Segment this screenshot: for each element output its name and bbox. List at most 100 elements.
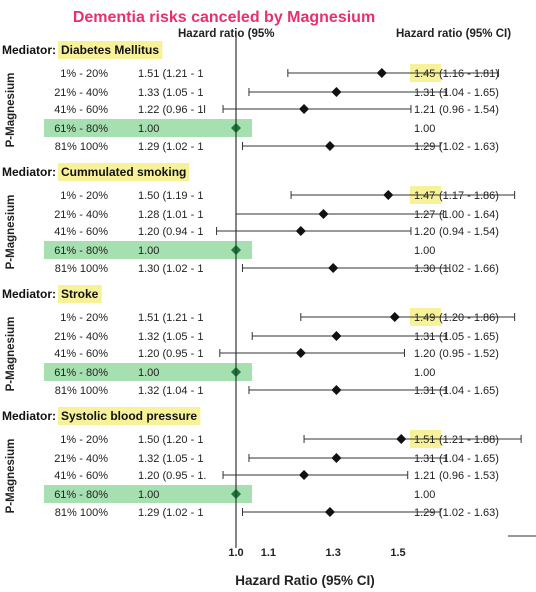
row-right-hr: 1.45 xyxy=(414,68,435,80)
row-right-ci: (1.04 - 1.65) xyxy=(439,385,499,397)
hr-marker xyxy=(324,507,335,517)
forest-row: 21% - 40% 1.28 (1.01 - 1 1.27 (1.00 - 1.64… xyxy=(54,209,499,221)
mediator-name: Stroke xyxy=(61,287,99,301)
row-left-value: 1.22 (0.96 - 1l xyxy=(138,104,206,116)
row-category: 61% - 80% xyxy=(54,367,108,379)
hr-marker xyxy=(331,453,342,463)
forest-row: 21% - 40% 1.32 (1.05 - 1 1.31 (1.05 - 1.65… xyxy=(54,331,499,343)
mediator-group: Mediator: Diabetes Mellitus P-Magnesium 1% … xyxy=(2,41,499,153)
hr-marker xyxy=(389,312,400,322)
hr-marker xyxy=(396,434,407,444)
hr-marker xyxy=(328,263,339,273)
x-tick-label: 1.5 xyxy=(390,547,405,559)
row-right-hr: 1.21 xyxy=(414,470,435,482)
mediator-name: Systolic blood pressure xyxy=(61,409,197,423)
row-right-ci: (1.20 - 1.86) xyxy=(439,312,499,324)
header-right: Hazard ratio (95% CI) xyxy=(396,28,511,40)
row-right-ci: (1.04 - 1.65) xyxy=(439,453,499,465)
row-left-value: 1.33 (1.05 - 1 xyxy=(138,87,203,99)
row-right-hr: 1.49 xyxy=(414,312,435,324)
row-right-hr: 1.31 xyxy=(414,385,435,397)
row-left-value: 1.30 (1.02 - 1 xyxy=(138,263,203,275)
hr-marker xyxy=(299,104,310,114)
mediator-name: Cummulated smoking xyxy=(61,165,186,179)
row-left-value: 1.20 (0.95 - 1. xyxy=(138,470,207,482)
row-category: 1% - 20% xyxy=(60,312,108,324)
forest-row: 41% - 60% 1.22 (0.96 - 1l 1.21 (0.96 - 1.5… xyxy=(54,104,499,116)
forest-row: 61% - 80% 1.00 1.00 xyxy=(44,363,435,381)
forest-row: 1% - 20% 1.51 (1.21 - 1 1.45 (1.16 - 1.81) xyxy=(60,64,499,82)
row-category: 61% - 80% xyxy=(54,245,108,257)
forest-row: 1% - 20% 1.51 (1.21 - 1 1.49 (1.20 - 1.86) xyxy=(60,308,516,326)
row-right-ci: (1.21 - 1.88) xyxy=(439,434,499,446)
row-left-value: 1.32 (1.05 - 1 xyxy=(138,331,203,343)
row-right-ci: (0.96 - 1.53) xyxy=(439,470,499,482)
row-left-value: 1.20 (0.94 - 1 xyxy=(138,226,203,238)
hr-marker xyxy=(318,209,329,219)
row-right-hr: 1.29 xyxy=(414,141,435,153)
row-right-hr: 1.31 xyxy=(414,453,435,465)
row-left-value: 1.20 (0.95 - 1 xyxy=(138,348,203,360)
row-category: 21% - 40% xyxy=(54,87,108,99)
forest-row: 1% - 20% 1.50 (1.20 - 1 1.51 (1.21 - 1.88) xyxy=(60,430,522,448)
x-axis-title: Hazard Ratio (95% CI) xyxy=(235,573,375,588)
x-tick-label: 1.1 xyxy=(261,547,276,559)
forest-row: 41% - 60% 1.20 (0.95 - 1. 1.21 (0.96 - 1.5… xyxy=(54,470,499,482)
forest-row: 1% - 20% 1.50 (1.19 - 1 1.47 (1.17 - 1.86) xyxy=(60,186,516,204)
row-right-hr: 1.21 xyxy=(414,104,435,116)
y-group-label: P-Magnesium xyxy=(5,73,17,148)
mediator-group: Mediator: Systolic blood pressure P-Magnes… xyxy=(2,407,522,519)
row-right-hr: 1.27 xyxy=(414,209,435,221)
row-right-hr: 1.00 xyxy=(414,123,435,135)
header-left: Hazard ratio (95% xyxy=(178,28,275,40)
row-left-value: 1.00 xyxy=(138,489,159,501)
hr-marker xyxy=(331,87,342,97)
mediator-prefix: Mediator: xyxy=(2,43,56,57)
x-tick-label: 1.3 xyxy=(326,547,341,559)
row-left-value: 1.00 xyxy=(138,245,159,257)
forest-row: 41% - 60% 1.20 (0.94 - 1 1.20 (0.94 - 1.54… xyxy=(54,226,499,238)
hr-marker xyxy=(383,190,394,200)
hr-marker xyxy=(299,470,310,480)
row-category: 41% - 60% xyxy=(54,226,108,238)
hr-marker xyxy=(295,226,306,236)
row-right-hr: 1.47 xyxy=(414,190,435,202)
reference-row-highlight xyxy=(44,119,252,137)
row-right-hr: 1.00 xyxy=(414,367,435,379)
mediator-highlight xyxy=(58,285,102,303)
reference-row-highlight xyxy=(44,241,252,259)
row-category: 81% 100% xyxy=(55,507,108,519)
reference-row-highlight xyxy=(44,363,252,381)
row-category: 41% - 60% xyxy=(54,104,108,116)
row-right-ci: (1.17 - 1.86) xyxy=(439,190,499,202)
row-right-hr: 1.31 xyxy=(414,87,435,99)
row-left-value: 1.00 xyxy=(138,123,159,135)
mediator-prefix: Mediator: xyxy=(2,409,56,423)
row-category: 81% 100% xyxy=(55,141,108,153)
row-right-ci: (0.95 - 1.52) xyxy=(439,348,499,360)
row-left-value: 1.51 (1.21 - 1 xyxy=(138,68,203,80)
forest-row: 81% 100% 1.29 (1.02 - 1 1.29 (1.02 - 1.63) xyxy=(55,141,499,153)
row-right-hr: 1.29 xyxy=(414,507,435,519)
x-tick-label: 1.0 xyxy=(228,547,243,559)
row-right-hr: 1.00 xyxy=(414,489,435,501)
row-left-value: 1.50 (1.19 - 1 xyxy=(138,190,203,202)
groups-layer: Mediator: Diabetes Mellitus P-Magnesium 1% … xyxy=(2,41,522,519)
forest-row: 21% - 40% 1.32 (1.05 - 1 1.31 (1.04 - 1.65… xyxy=(54,453,499,465)
row-left-value: 1.00 xyxy=(138,367,159,379)
row-right-ci: (1.16 - 1.81) xyxy=(439,68,499,80)
row-category: 1% - 20% xyxy=(60,68,108,80)
row-left-value: 1.32 (1.04 - 1 xyxy=(138,385,203,397)
x-axis: 1.01.11.31.52.0 xyxy=(228,37,536,559)
row-category: 81% 100% xyxy=(55,385,108,397)
y-group-label: P-Magnesium xyxy=(5,439,17,514)
hr-marker xyxy=(376,68,387,78)
forest-row: 61% - 80% 1.00 1.00 xyxy=(44,485,435,503)
hr-marker xyxy=(331,331,342,341)
row-category: 61% - 80% xyxy=(54,489,108,501)
row-left-value: 1.50 (1.20 - 1 xyxy=(138,434,203,446)
row-right-hr: 1.31 xyxy=(414,331,435,343)
row-left-value: 1.32 (1.05 - 1 xyxy=(138,453,203,465)
forest-row: 81% 100% 1.32 (1.04 - 1 1.31 (1.04 - 1.65) xyxy=(55,385,499,397)
forest-row: 41% - 60% 1.20 (0.95 - 1 1.20 (0.95 - 1.52… xyxy=(54,348,499,360)
